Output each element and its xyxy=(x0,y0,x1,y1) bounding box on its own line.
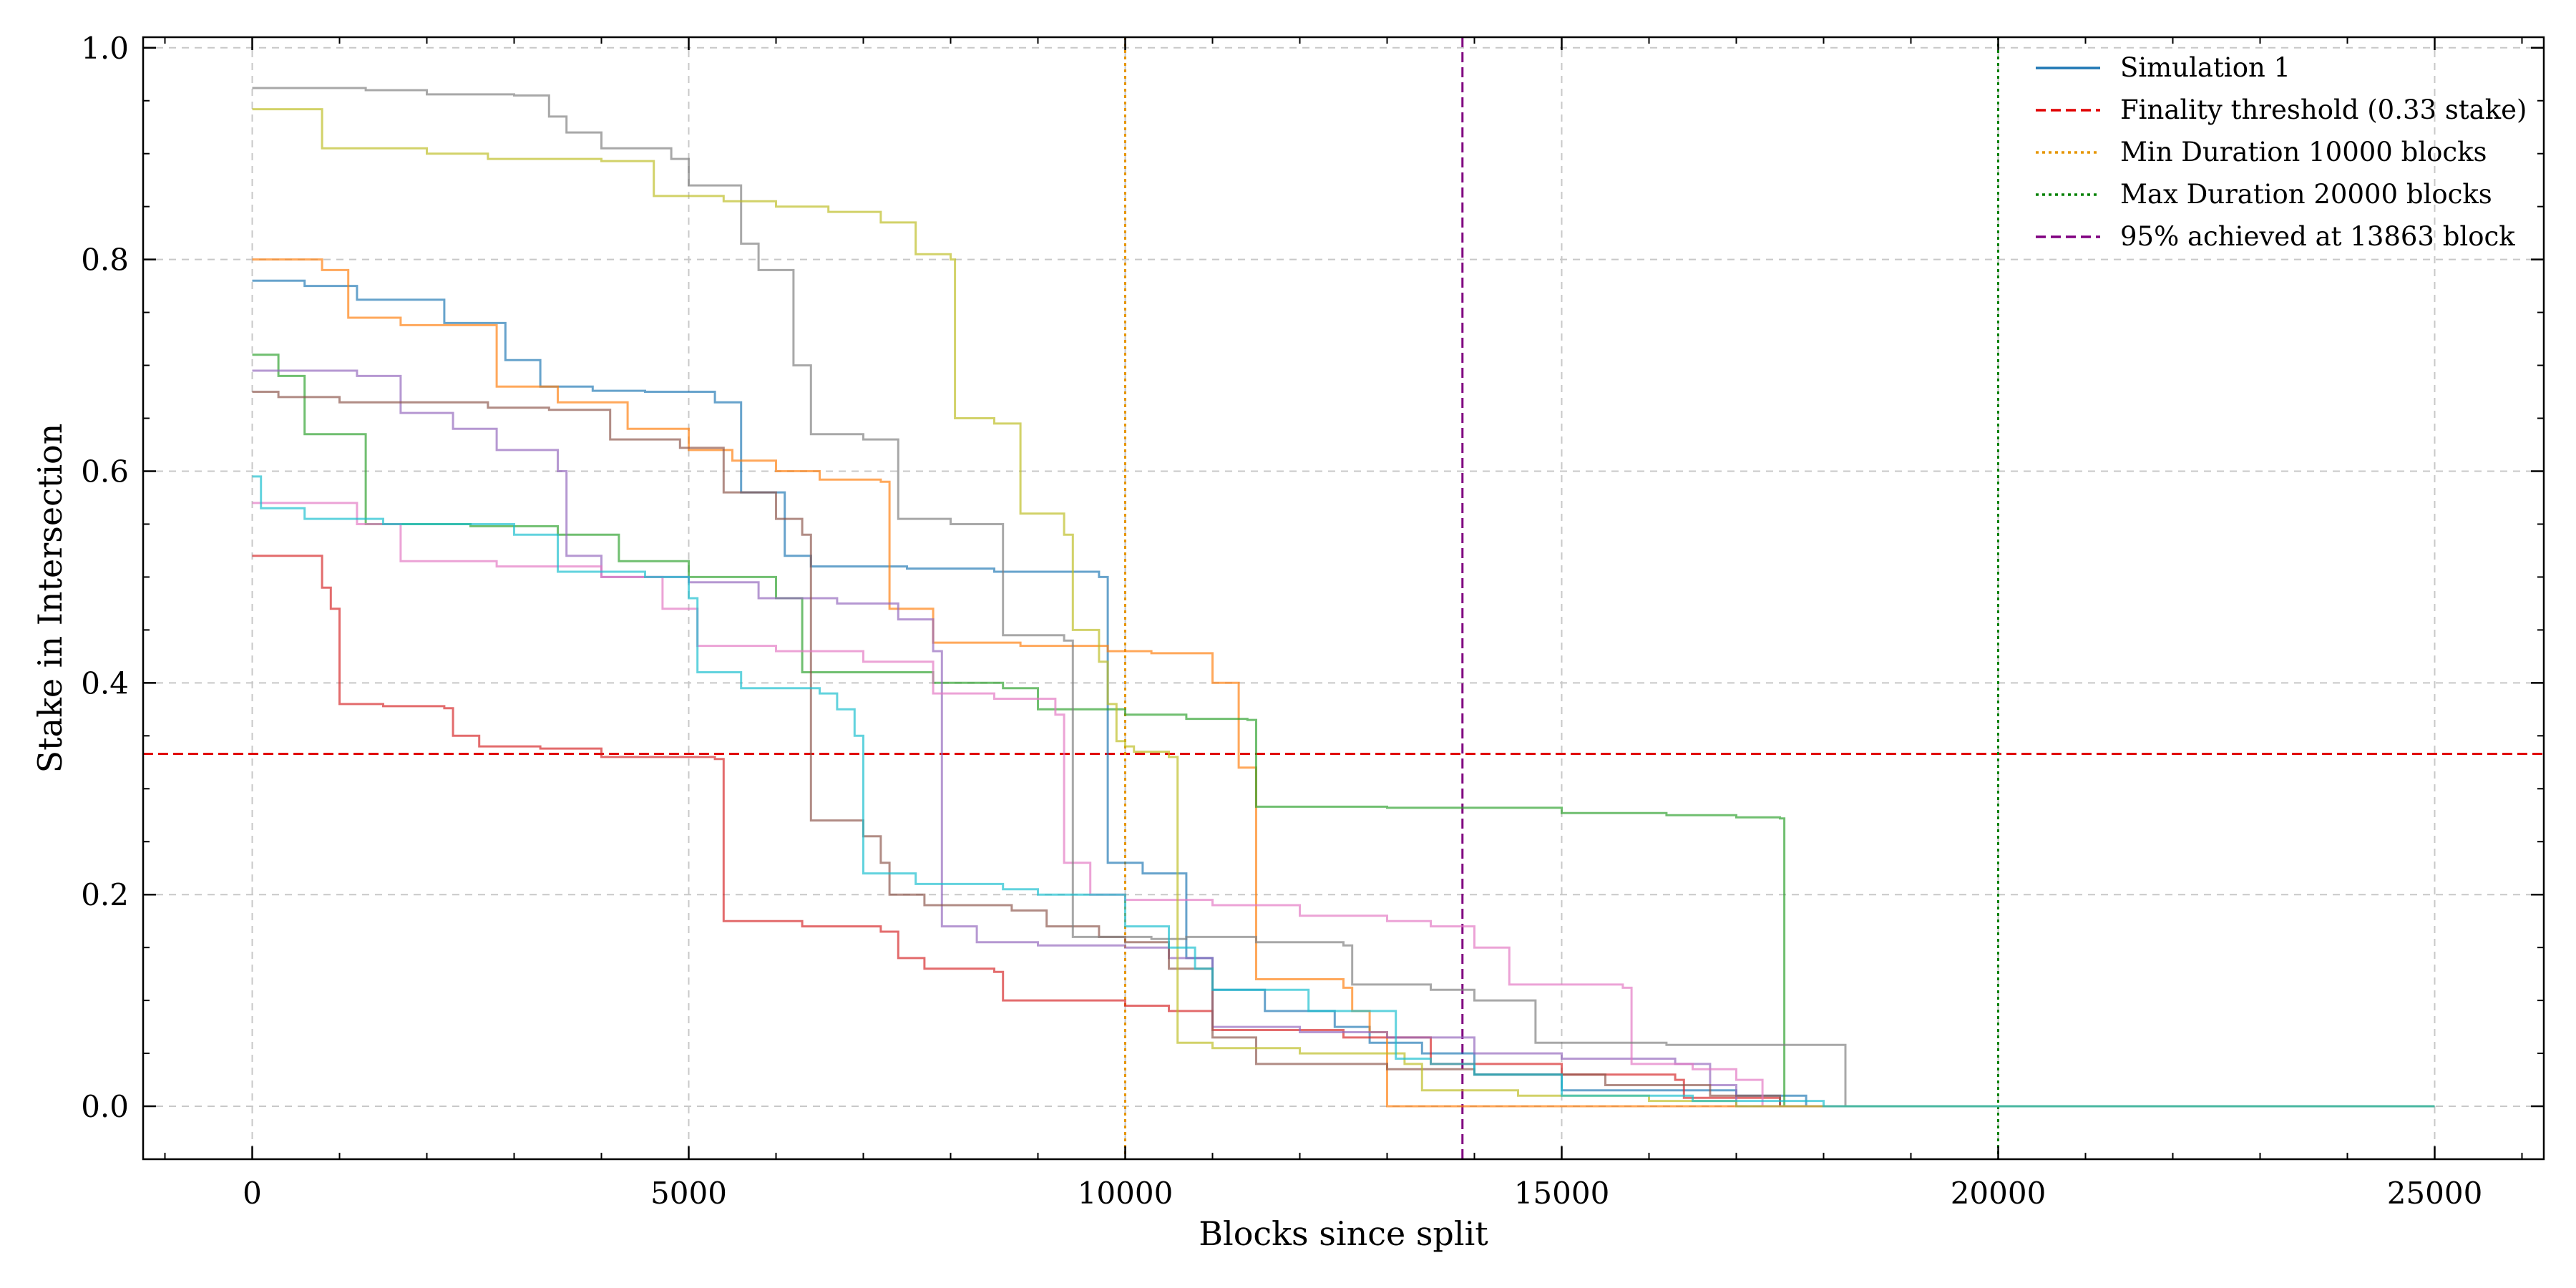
y-tick-labels: 0.0 0.2 0.4 0.6 0.8 1.0 xyxy=(81,31,129,1124)
y-axis-label: Stake in Intersection xyxy=(31,424,69,774)
axis-ticks xyxy=(143,37,2544,1160)
legend-label: Simulation 1 xyxy=(2120,52,2290,83)
x-axis-label: Blocks since split xyxy=(1199,1214,1488,1253)
series-line-7 xyxy=(252,502,2435,1108)
x-tick-label: 10000 xyxy=(1078,1176,1174,1211)
series-line-10 xyxy=(252,475,2435,1108)
y-tick-label: 0.4 xyxy=(81,665,129,701)
x-tick-label: 0 xyxy=(243,1176,262,1211)
series-line-4 xyxy=(252,555,2435,1108)
x-tick-labels: 0 5000 10000 15000 20000 25000 xyxy=(243,1176,2482,1211)
series-line-5 xyxy=(252,369,2435,1108)
legend-label: 95% achieved at 13863 block xyxy=(2120,221,2515,252)
x-tick-label: 20000 xyxy=(1951,1176,2046,1211)
series-line-6 xyxy=(252,391,2435,1108)
x-tick-label: 15000 xyxy=(1514,1176,1610,1211)
series-line-8 xyxy=(252,87,2435,1108)
series-line-9 xyxy=(252,108,2435,1108)
y-tick-label: 1.0 xyxy=(81,31,129,66)
reference-lines xyxy=(143,37,2544,1159)
series-line-2 xyxy=(252,258,2435,1108)
y-tick-label: 0.0 xyxy=(81,1089,129,1124)
x-tick-label: 25000 xyxy=(2387,1176,2483,1211)
y-tick-label: 0.6 xyxy=(81,454,129,489)
x-tick-label: 5000 xyxy=(650,1176,727,1211)
legend: Simulation 1 Finality threshold (0.33 sta… xyxy=(2036,52,2527,252)
plot-frame xyxy=(142,36,2545,1161)
legend-label: Min Duration 10000 blocks xyxy=(2120,137,2487,167)
y-tick-label: 0.2 xyxy=(81,877,129,912)
series-lines xyxy=(252,87,2435,1108)
legend-label: Finality threshold (0.33 stake) xyxy=(2120,94,2527,125)
y-tick-label: 0.8 xyxy=(81,243,129,278)
series-line-3 xyxy=(252,353,2435,1108)
legend-label: Max Duration 20000 blocks xyxy=(2120,179,2492,210)
